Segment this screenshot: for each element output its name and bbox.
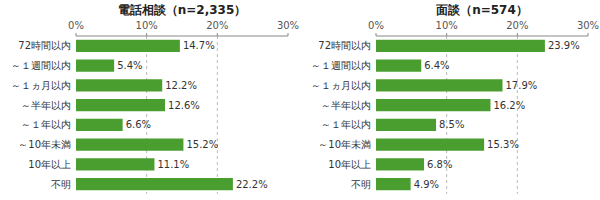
tick-label: 0% [68,20,84,31]
bar [376,99,490,111]
grid-line [517,36,518,194]
data-label: 22.2% [236,179,268,190]
data-label: 6.8% [427,159,452,170]
axis-line [76,36,288,37]
category-label: 72時間以内 [318,40,371,51]
grid-line [217,36,218,194]
category-label: ～10年未満 [318,139,371,150]
category-label: 72時間以内 [18,40,71,51]
bar [76,99,165,111]
category-label: ～半年以内 [21,100,71,111]
category-label: ～１週間以内 [311,60,371,71]
data-label: 12.6% [168,100,200,111]
category-label: 10年以上 [328,159,371,170]
bar [76,79,162,91]
bar [376,119,436,131]
bar [376,178,411,190]
category-label: 10年以上 [28,159,71,170]
panel: 電話相談（n=2,335） 0% 10% 20% 30% 72時間以内 ～１週間以内 ～１ヵ月… [11,3,299,194]
bar [376,60,421,72]
chart-svg: 電話相談（n=2,335） 0% 10% 20% 30% 72時間以内 ～１週間以内 ～１ヵ月… [0,0,600,200]
bar [76,158,154,170]
data-label: 14.7% [183,40,215,51]
title: 面談（n=574） [435,3,528,17]
tick-label: 0% [368,20,384,31]
data-label: 15.2% [186,139,218,150]
data-label: 4.9% [414,179,439,190]
axis-line [376,36,588,37]
bar [376,40,545,52]
bar [76,119,123,131]
category-label: 不明 [51,179,71,190]
category-label: ～１年以内 [21,119,71,130]
data-label: 17.9% [505,80,537,91]
data-label: 23.9% [548,40,580,51]
category-label: ～１ヵ月以内 [11,80,71,91]
tick-label: 20% [206,20,228,31]
category-label: ～１年以内 [321,119,371,130]
data-label: 11.1% [157,159,189,170]
data-label: 15.3% [487,139,519,150]
tick-label: 30% [577,20,599,31]
bar [76,40,180,52]
data-label: 16.2% [493,100,525,111]
category-label: ～半年以内 [321,100,371,111]
category-label: ～１週間以内 [11,60,71,71]
bar [376,158,424,170]
tick-label: 20% [506,20,528,31]
tick-label: 30% [277,20,299,31]
bar [376,139,484,151]
bar [76,178,233,190]
data-label: 8.5% [439,119,464,130]
data-label: 6.6% [126,119,151,130]
tick-label: 10% [136,20,158,31]
tick-label: 10% [436,20,458,31]
data-label: 12.2% [165,80,197,91]
data-label: 6.4% [424,60,449,71]
bars [376,40,545,190]
bar [76,139,183,151]
data-label: 5.4% [117,60,142,71]
bar [376,79,502,91]
category-label: 不明 [351,179,371,190]
title: 電話相談（n=2,335） [118,3,247,17]
category-label: ～10年未満 [18,139,71,150]
category-label: ～１ヵ月以内 [311,80,371,91]
bar [76,60,114,72]
panel: 面談（n=574） 0% 10% 20% 30% 72時間以内 ～１週間以内 ～１ヵ月以内 ～半… [311,3,599,194]
bars [76,40,233,190]
